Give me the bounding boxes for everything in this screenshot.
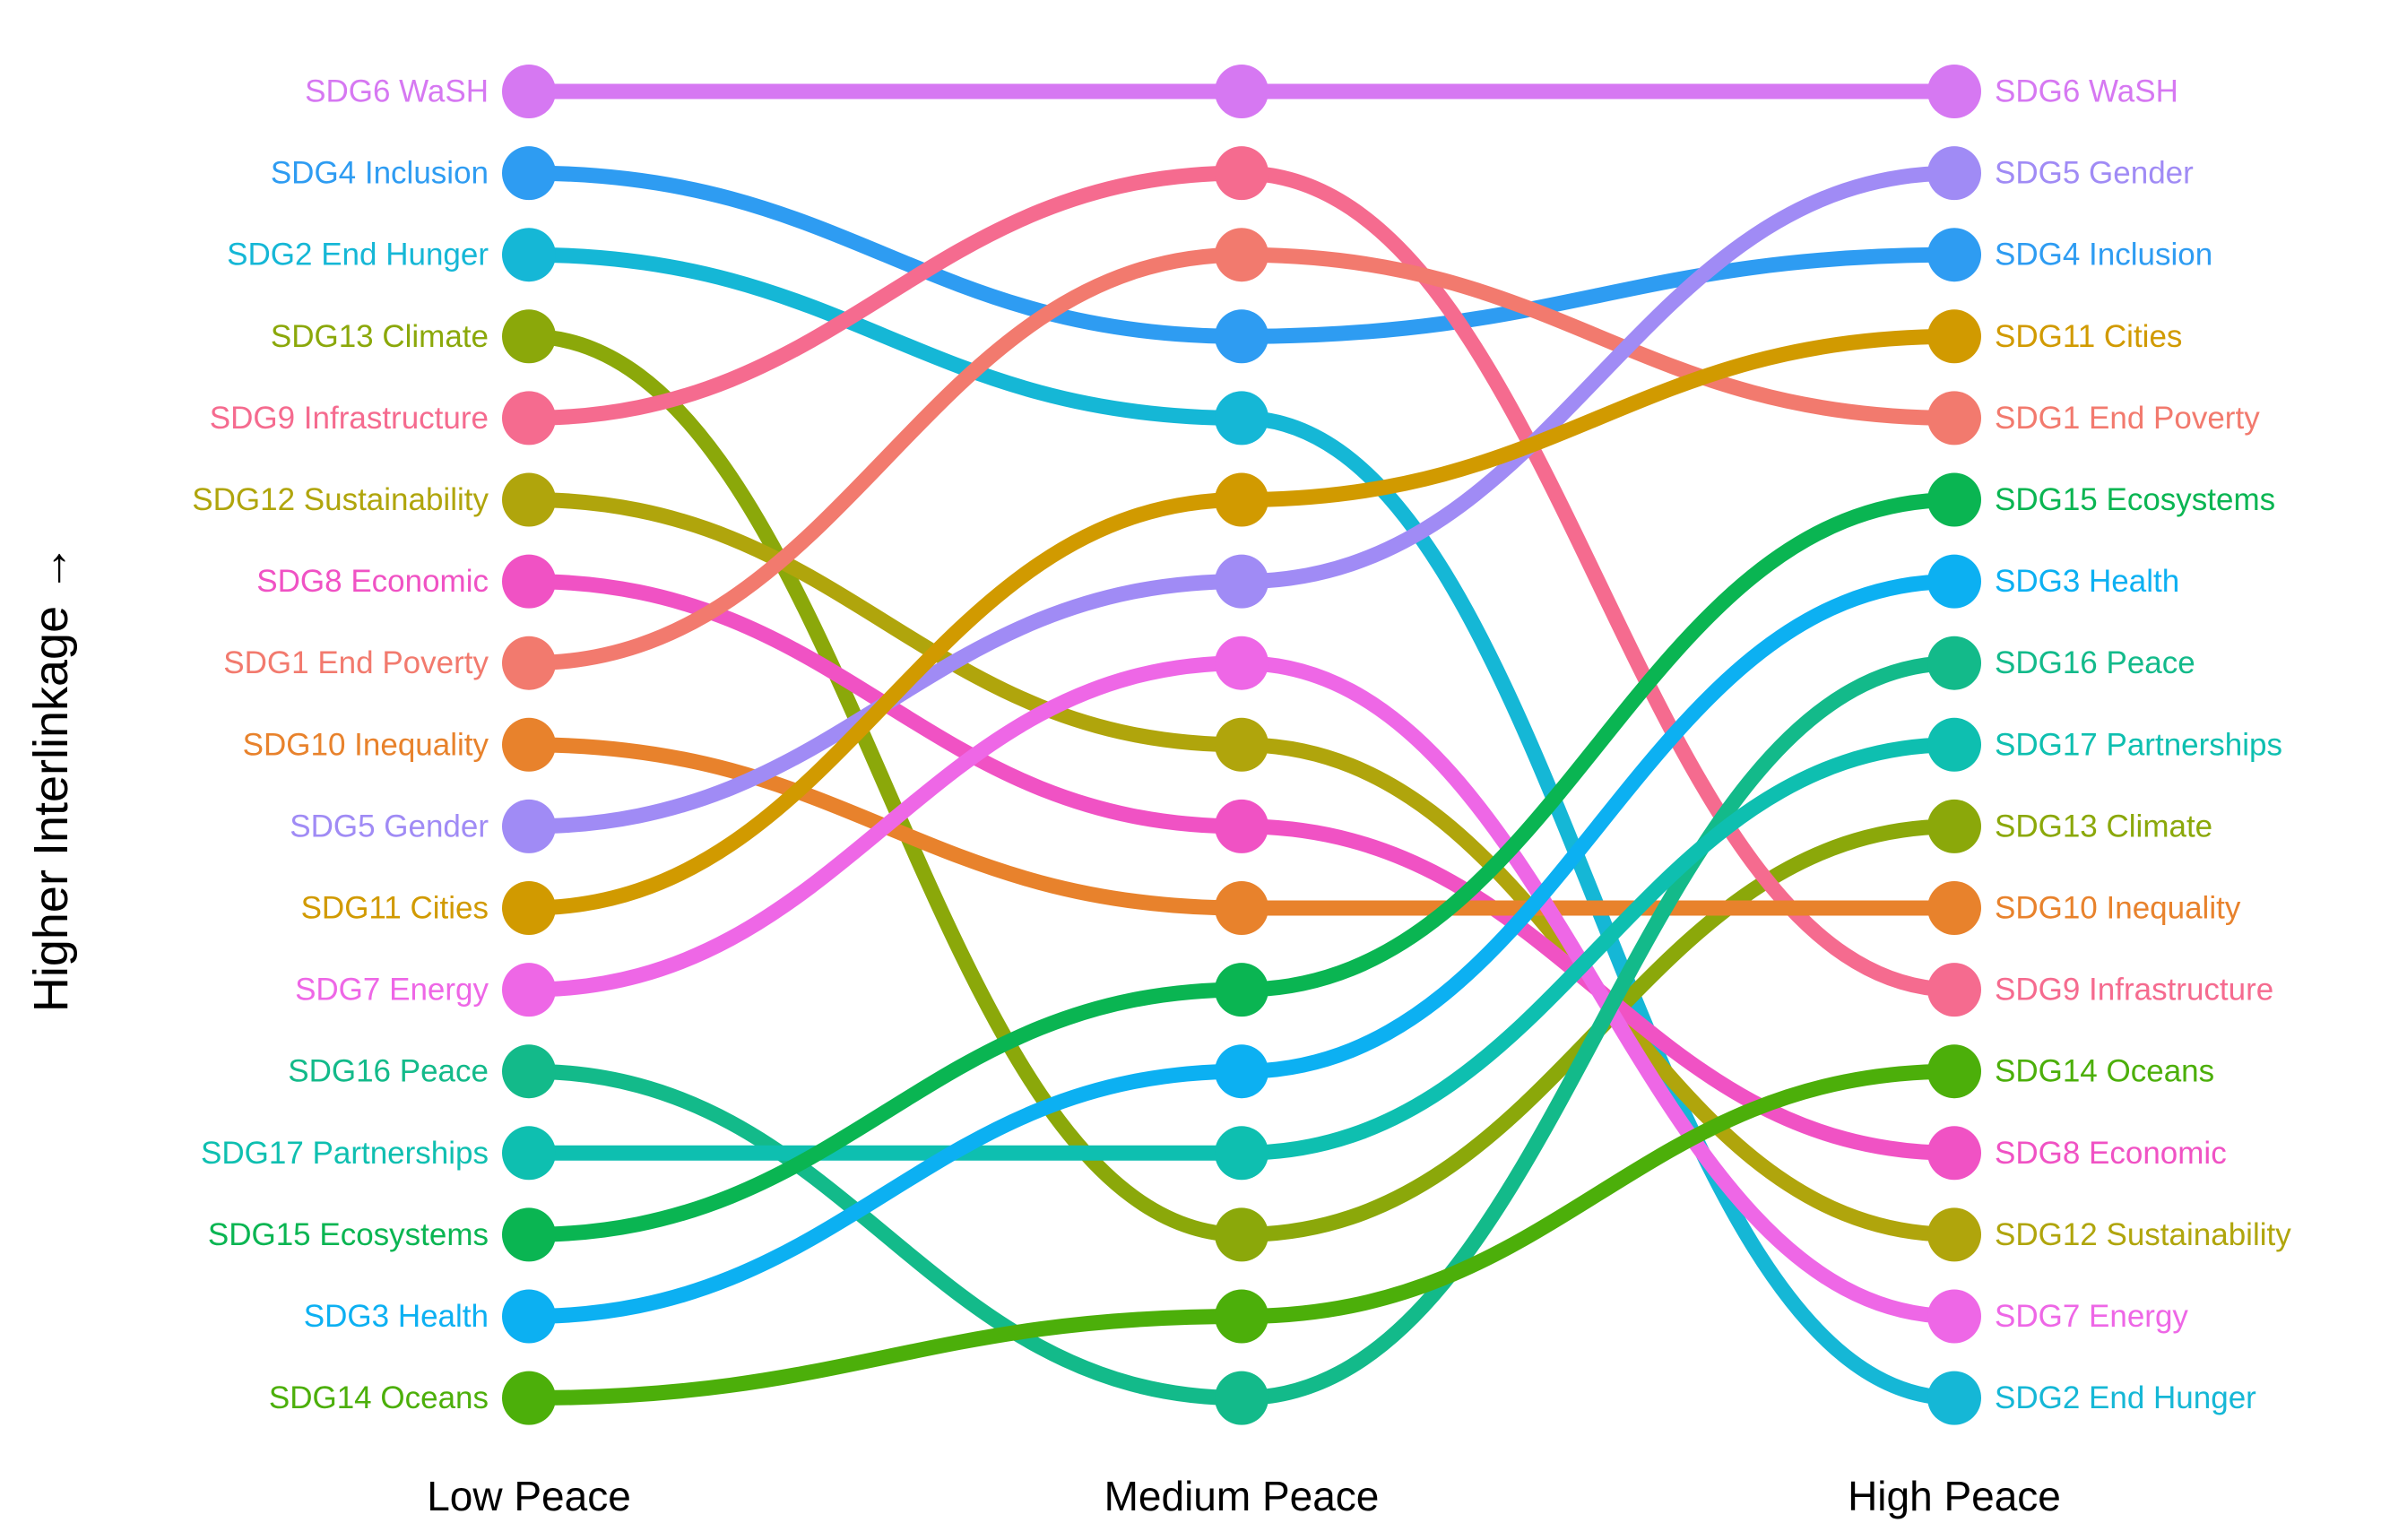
point-sdg16-peace-medium-peace: [1215, 1371, 1268, 1425]
label-left-sdg17-partnerships: SDG17 Partnerships: [201, 1136, 489, 1171]
point-sdg11-cities-low-peace: [502, 881, 556, 935]
category-label-medium-peace: Medium Peace: [1104, 1473, 1380, 1519]
label-right-sdg4-inclusion: SDG4 Inclusion: [1995, 238, 2212, 273]
point-sdg9-infrastructure-low-peace: [502, 391, 556, 446]
point-sdg5-gender-low-peace: [502, 799, 556, 853]
point-sdg8-economic-medium-peace: [1215, 799, 1268, 853]
label-right-sdg5-gender: SDG5 Gender: [1995, 156, 2194, 191]
label-left-sdg2-end-hunger: SDG2 End Hunger: [227, 238, 489, 273]
label-right-sdg17-partnerships: SDG17 Partnerships: [1995, 727, 2282, 762]
point-sdg7-energy-low-peace: [502, 963, 556, 1017]
label-right-sdg14-oceans: SDG14 Oceans: [1995, 1054, 2214, 1089]
point-sdg12-sustainability-medium-peace: [1215, 717, 1268, 772]
label-left-sdg13-climate: SDG13 Climate: [271, 319, 489, 354]
point-sdg12-sustainability-low-peace: [502, 472, 556, 527]
label-right-sdg6-wash: SDG6 WaSH: [1995, 74, 2178, 109]
point-sdg10-inequality-low-peace: [502, 717, 556, 772]
point-sdg14-oceans-low-peace: [502, 1371, 556, 1425]
label-right-sdg9-infrastructure: SDG9 Infrastructure: [1995, 973, 2273, 1008]
point-sdg6-wash-high-peace: [1927, 65, 1981, 118]
point-sdg2-end-hunger-low-peace: [502, 228, 556, 282]
label-right-sdg12-sustainability: SDG12 Sustainability: [1995, 1217, 2291, 1252]
category-label-low-peace: Low Peace: [427, 1473, 631, 1519]
label-left-sdg6-wash: SDG6 WaSH: [305, 74, 489, 109]
point-sdg4-inclusion-high-peace: [1927, 228, 1981, 282]
point-sdg11-cities-high-peace: [1927, 309, 1981, 364]
label-left-sdg16-peace: SDG16 Peace: [288, 1054, 489, 1089]
label-left-sdg1-end-poverty: SDG1 End Poverty: [223, 645, 489, 680]
label-left-sdg10-inequality: SDG10 Inequality: [243, 727, 489, 762]
point-sdg4-inclusion-low-peace: [502, 146, 556, 201]
point-sdg6-wash-low-peace: [502, 65, 556, 118]
label-right-sdg15-ecosystems: SDG15 Ecosystems: [1995, 482, 2275, 517]
point-sdg8-economic-high-peace: [1927, 1126, 1981, 1181]
point-sdg14-oceans-medium-peace: [1215, 1289, 1268, 1344]
label-left-sdg3-health: SDG3 Health: [304, 1299, 489, 1334]
category-axis: Low Peace Medium Peace High Peace: [427, 1473, 2061, 1519]
point-sdg13-climate-low-peace: [502, 309, 556, 364]
label-right-sdg3-health: SDG3 Health: [1995, 564, 2179, 599]
point-sdg17-partnerships-high-peace: [1927, 717, 1981, 772]
label-left-sdg8-economic: SDG8 Economic: [256, 564, 489, 599]
category-label-high-peace: High Peace: [1848, 1473, 2061, 1519]
label-right-sdg11-cities: SDG11 Cities: [1995, 319, 2182, 354]
point-sdg10-inequality-medium-peace: [1215, 881, 1268, 935]
label-left-sdg5-gender: SDG5 Gender: [290, 809, 489, 844]
point-sdg3-health-high-peace: [1927, 554, 1981, 609]
point-sdg2-end-hunger-medium-peace: [1215, 391, 1268, 446]
point-sdg7-energy-high-peace: [1927, 1289, 1981, 1344]
point-sdg12-sustainability-high-peace: [1927, 1207, 1981, 1262]
point-sdg6-wash-medium-peace: [1215, 65, 1268, 118]
series-labels: SDG6 WaSH SDG6 WaSH SDG4 Inclusion SDG4 Inc…: [192, 74, 2291, 1416]
point-sdg2-end-hunger-high-peace: [1927, 1371, 1981, 1425]
label-right-sdg10-inequality: SDG10 Inequality: [1995, 891, 2241, 926]
series-points: [502, 65, 1981, 1425]
point-sdg15-ecosystems-medium-peace: [1215, 963, 1268, 1017]
point-sdg9-infrastructure-medium-peace: [1215, 146, 1268, 201]
point-sdg9-infrastructure-high-peace: [1927, 963, 1981, 1017]
point-sdg4-inclusion-medium-peace: [1215, 309, 1268, 364]
point-sdg7-energy-medium-peace: [1215, 636, 1268, 690]
point-sdg1-end-poverty-medium-peace: [1215, 228, 1268, 282]
series-line-sdg2-end-hunger: [521, 247, 1962, 1406]
point-sdg11-cities-medium-peace: [1215, 472, 1268, 527]
series-line-sdg7-energy: [521, 655, 1962, 1324]
point-sdg5-gender-high-peace: [1927, 146, 1981, 201]
label-right-sdg1-end-poverty: SDG1 End Poverty: [1995, 401, 2260, 436]
point-sdg17-partnerships-low-peace: [502, 1126, 556, 1181]
label-left-sdg9-infrastructure: SDG9 Infrastructure: [210, 401, 489, 436]
label-left-sdg4-inclusion: SDG4 Inclusion: [271, 156, 489, 191]
series-line-sdg13-climate: [521, 328, 1962, 1242]
series-line-sdg11-cities: [521, 328, 1962, 916]
point-sdg13-climate-medium-peace: [1215, 1207, 1268, 1262]
point-sdg16-peace-high-peace: [1927, 636, 1981, 690]
label-right-sdg16-peace: SDG16 Peace: [1995, 645, 2195, 680]
point-sdg17-partnerships-medium-peace: [1215, 1126, 1268, 1181]
point-sdg15-ecosystems-low-peace: [502, 1207, 556, 1262]
point-sdg15-ecosystems-high-peace: [1927, 472, 1981, 527]
point-sdg3-health-low-peace: [502, 1289, 556, 1344]
point-sdg5-gender-medium-peace: [1215, 554, 1268, 609]
label-right-sdg7-energy: SDG7 Energy: [1995, 1299, 2188, 1334]
label-left-sdg11-cities: SDG11 Cities: [301, 891, 489, 926]
point-sdg13-climate-high-peace: [1927, 799, 1981, 853]
y-axis-label: Higher Interlinkage →: [24, 544, 78, 1012]
point-sdg1-end-poverty-high-peace: [1927, 391, 1981, 446]
series-line-sdg17-partnerships: [521, 737, 1962, 1161]
label-left-sdg15-ecosystems: SDG15 Ecosystems: [208, 1217, 489, 1252]
label-right-sdg8-economic: SDG8 Economic: [1995, 1136, 2227, 1171]
point-sdg8-economic-low-peace: [502, 554, 556, 609]
point-sdg10-inequality-high-peace: [1927, 881, 1981, 935]
point-sdg14-oceans-high-peace: [1927, 1044, 1981, 1099]
label-left-sdg14-oceans: SDG14 Oceans: [269, 1380, 489, 1415]
label-left-sdg7-energy: SDG7 Energy: [295, 973, 489, 1008]
point-sdg3-health-medium-peace: [1215, 1044, 1268, 1099]
label-right-sdg13-climate: SDG13 Climate: [1995, 809, 2212, 844]
point-sdg1-end-poverty-low-peace: [502, 636, 556, 690]
label-right-sdg2-end-hunger: SDG2 End Hunger: [1995, 1380, 2256, 1415]
point-sdg16-peace-low-peace: [502, 1044, 556, 1099]
label-left-sdg12-sustainability: SDG12 Sustainability: [192, 482, 489, 517]
